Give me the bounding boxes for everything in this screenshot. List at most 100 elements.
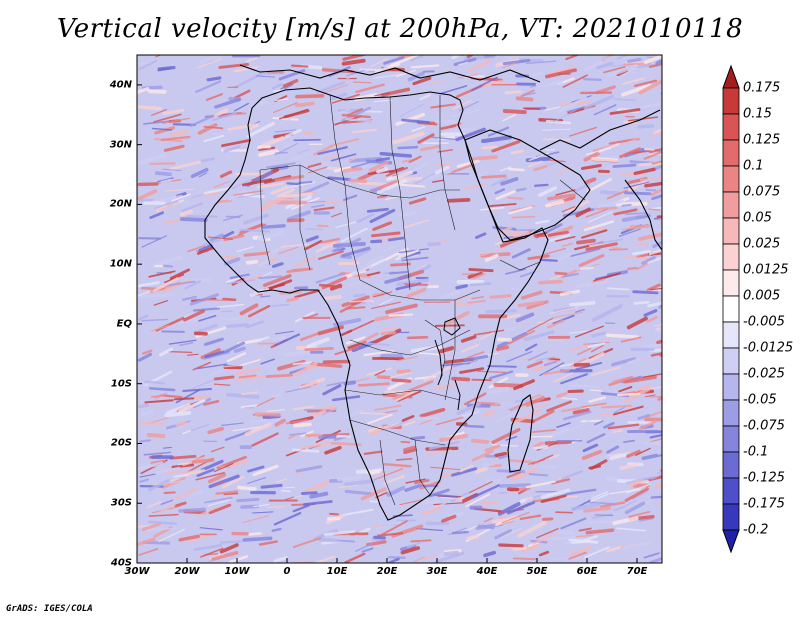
field-streak xyxy=(505,435,518,441)
field-streak xyxy=(366,207,389,213)
field-streak xyxy=(191,489,204,497)
colorbar-segment xyxy=(722,425,740,453)
field-streak xyxy=(482,410,495,417)
field-streak xyxy=(605,333,640,339)
madagascar-coastline xyxy=(507,394,534,473)
field-streak xyxy=(322,200,348,204)
field-streak xyxy=(414,479,430,485)
field-streak xyxy=(200,547,224,558)
field-streak xyxy=(266,409,286,412)
field-streak xyxy=(226,323,250,329)
field-streak xyxy=(353,293,366,298)
field-streak xyxy=(440,85,468,95)
field-streak xyxy=(554,271,568,276)
field-streak xyxy=(615,201,648,207)
field-streak xyxy=(585,242,618,251)
field-streak xyxy=(160,135,191,142)
field-streak xyxy=(500,528,522,538)
field-streak xyxy=(169,454,197,460)
field-streak xyxy=(410,345,443,353)
lon-tick-label: 50E xyxy=(526,566,548,577)
field-streak xyxy=(587,342,606,348)
field-streak xyxy=(396,176,424,181)
field-streak xyxy=(479,246,506,257)
field-streak xyxy=(656,502,662,507)
field-streak xyxy=(158,347,174,357)
field-streak xyxy=(542,128,571,131)
field-streak xyxy=(466,351,485,359)
field-streak xyxy=(609,108,641,115)
field-streak xyxy=(236,246,254,253)
field-streak xyxy=(376,521,402,530)
field-streak xyxy=(507,167,525,172)
field-streak xyxy=(266,70,284,75)
field-streak xyxy=(632,290,659,295)
field-streak xyxy=(507,196,524,200)
field-streak xyxy=(178,315,210,325)
field-streak xyxy=(616,55,630,60)
field-streak xyxy=(340,227,368,243)
colorbar-level-label: 0.125 xyxy=(743,132,781,148)
field-streak xyxy=(489,492,501,495)
field-streak xyxy=(406,540,423,549)
field-streak xyxy=(232,190,264,196)
field-streak xyxy=(345,118,374,123)
field-streak xyxy=(578,253,605,268)
field-streak xyxy=(160,178,172,184)
field-streak xyxy=(590,366,621,377)
field-streak xyxy=(561,407,581,413)
field-streak xyxy=(326,381,345,387)
field-streak xyxy=(451,530,469,535)
field-streak xyxy=(440,495,465,500)
field-streak xyxy=(244,422,272,437)
field-streak xyxy=(373,291,393,298)
field-streak xyxy=(238,374,257,380)
field-streak xyxy=(274,129,297,133)
field-streak xyxy=(392,390,412,401)
velocity-field xyxy=(137,55,662,563)
field-streak xyxy=(466,534,479,541)
lat-tick-label: 40S xyxy=(110,557,132,569)
field-streak xyxy=(624,255,651,260)
field-streak xyxy=(355,542,373,552)
field-streak xyxy=(281,489,292,493)
field-streak xyxy=(583,151,600,162)
field-streak xyxy=(224,257,241,266)
field-streak xyxy=(334,346,359,356)
colorbar-max-triangle xyxy=(722,64,740,89)
field-streak xyxy=(653,128,662,135)
field-streak xyxy=(451,376,471,382)
field-streak xyxy=(430,466,461,471)
field-streak xyxy=(197,507,216,517)
field-streak xyxy=(196,468,215,478)
field-streak xyxy=(301,181,330,196)
field-streak xyxy=(196,336,207,339)
field-streak xyxy=(511,215,536,219)
field-streak xyxy=(190,194,203,199)
field-streak xyxy=(623,181,650,189)
field-streak xyxy=(654,482,662,489)
field-streak xyxy=(141,318,168,322)
field-streak xyxy=(302,131,315,136)
field-streak xyxy=(606,451,631,457)
arabia-coastline xyxy=(464,129,591,241)
field-streak xyxy=(423,365,453,381)
field-streak xyxy=(495,190,516,200)
field-streak xyxy=(217,199,232,204)
field-streak xyxy=(187,353,199,356)
field-streak xyxy=(591,157,619,163)
field-streak xyxy=(262,274,292,287)
field-streak xyxy=(379,151,413,158)
field-streak xyxy=(254,412,281,417)
field-streak xyxy=(137,382,155,386)
field-streak xyxy=(336,434,352,438)
field-streak xyxy=(137,105,162,111)
field-streak xyxy=(507,406,521,410)
field-streak xyxy=(508,206,533,215)
field-streak xyxy=(313,206,335,212)
field-streak xyxy=(372,221,393,232)
field-streak xyxy=(582,77,602,81)
field-streak xyxy=(433,502,464,506)
lon-tick-label: 20W xyxy=(174,566,200,577)
field-streak xyxy=(222,255,238,260)
